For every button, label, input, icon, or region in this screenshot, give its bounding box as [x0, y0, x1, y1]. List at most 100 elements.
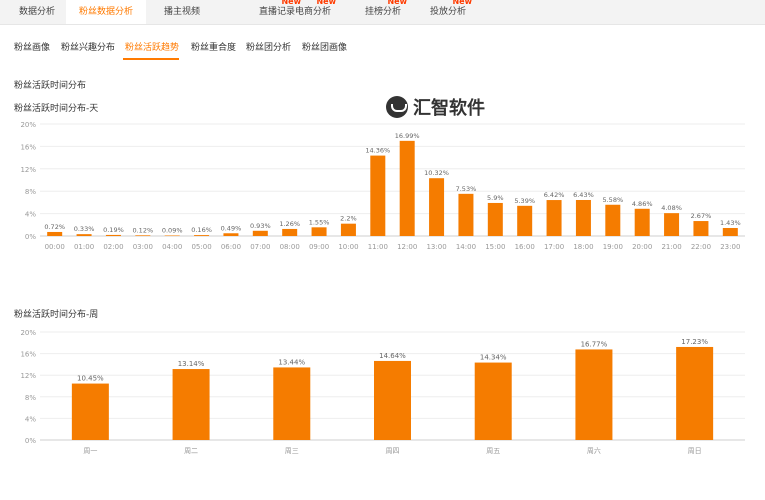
data-label: 5.9%	[487, 194, 504, 202]
bar	[135, 235, 151, 236]
watermark: 汇智软件	[386, 94, 485, 120]
x-tick-label: 17:00	[544, 243, 564, 251]
x-tick-label: 周四	[386, 447, 400, 455]
y-tick-label: 12%	[20, 166, 36, 174]
top-tab-label: 电商分析	[294, 7, 331, 17]
data-label: 16.77%	[581, 340, 608, 348]
x-tick-label: 10:00	[338, 243, 358, 251]
sub-tab-5[interactable]: 粉丝团画像	[302, 43, 348, 53]
data-label: 0.49%	[221, 224, 242, 232]
data-label: 5.39%	[514, 197, 535, 205]
chart-week: 0% 4% 8% 12% 16% 20% 10.45% 周一 13.14% 周二 13.44% 周三 1…	[20, 329, 745, 455]
data-label: 1.55%	[309, 218, 330, 226]
bar	[223, 233, 239, 236]
new-badge: New	[281, 0, 301, 6]
watermark-text: 汇智软件	[413, 98, 485, 119]
data-label: 0.19%	[103, 226, 124, 234]
active-tab-underline	[123, 58, 179, 60]
data-label: 5.58%	[602, 196, 623, 204]
data-label: 14.64%	[379, 352, 406, 360]
top-tab-label: 粉丝数据分析	[78, 7, 133, 17]
sub-tab-4[interactable]: 粉丝团分析	[246, 43, 292, 53]
bar	[76, 234, 92, 236]
bar	[399, 140, 415, 236]
data-label: 1.26%	[279, 220, 300, 228]
bar	[273, 367, 311, 440]
bar	[282, 228, 298, 236]
bar	[194, 235, 210, 236]
sub-tab-3[interactable]: 粉丝重合度	[191, 43, 237, 53]
top-tab-label: 直播记录	[258, 7, 295, 17]
y-tick-label: 4%	[25, 211, 36, 219]
x-tick-label: 03:00	[133, 243, 153, 251]
data-label: 1.43%	[720, 219, 741, 227]
bar	[517, 205, 533, 236]
data-label: 0.12%	[132, 226, 153, 234]
top-tab-2[interactable]: 播主视频	[160, 0, 204, 24]
x-tick-label: 13:00	[426, 243, 446, 251]
bar	[634, 208, 650, 236]
y-tick-label: 20%	[20, 329, 36, 337]
bar	[722, 227, 738, 236]
x-tick-label: 19:00	[603, 243, 623, 251]
x-tick-label: 09:00	[309, 243, 329, 251]
y-tick-label: 8%	[25, 394, 36, 402]
bar	[172, 369, 210, 440]
data-label: 0.93%	[250, 222, 271, 230]
bar	[340, 223, 356, 236]
top-tab-4[interactable]: 电商分析 New	[292, 0, 336, 24]
chart-day: 0% 4% 8% 12% 16% 20% 0.72% 00:00 0.33% 01:00 0.19%…	[20, 121, 745, 251]
bar	[71, 383, 109, 440]
bar	[311, 227, 327, 236]
bar	[374, 360, 411, 440]
bar	[575, 349, 613, 440]
data-label: 13.14%	[178, 360, 205, 368]
x-tick-label: 05:00	[191, 243, 211, 251]
x-tick-label: 周日	[688, 447, 702, 455]
y-tick-label: 20%	[20, 121, 36, 129]
sub-tab-1[interactable]: 粉丝兴趣分布	[61, 43, 116, 53]
x-tick-label: 11:00	[368, 243, 388, 251]
chart-week-title: 粉丝活跃时间分布-周	[14, 310, 99, 320]
bar	[458, 193, 474, 236]
bar	[487, 202, 503, 236]
top-tab-label: 播主视频	[163, 7, 200, 17]
top-tab-0[interactable]: 数据分析	[14, 0, 60, 24]
data-label: 6.43%	[573, 191, 594, 199]
x-tick-label: 16:00	[515, 243, 535, 251]
x-tick-label: 周五	[486, 447, 500, 455]
x-tick-label: 周一	[83, 447, 97, 455]
data-label: 4.86%	[632, 200, 653, 208]
x-tick-label: 14:00	[456, 243, 476, 251]
x-tick-label: 21:00	[661, 243, 681, 251]
bar	[47, 231, 63, 236]
data-label: 13.44%	[278, 358, 305, 366]
data-label: 0.16%	[191, 226, 212, 234]
data-label: 10.45%	[77, 375, 104, 383]
top-tab-3[interactable]: 直播记录 New	[255, 0, 301, 24]
top-tab-label: 数据分析	[18, 7, 55, 17]
x-tick-label: 周六	[587, 446, 601, 455]
top-tab-label: 投放分析	[429, 7, 466, 17]
data-label: 0.72%	[44, 223, 65, 231]
bar	[105, 234, 121, 236]
new-badge: New	[316, 0, 336, 6]
x-tick-label: 00:00	[45, 243, 65, 251]
sub-tab-0[interactable]: 粉丝画像	[14, 43, 51, 53]
bar	[370, 155, 386, 236]
data-label: 0.33%	[74, 225, 95, 233]
top-tab-1[interactable]: 粉丝数据分析	[66, 0, 146, 24]
top-tab-6[interactable]: 投放分析 New	[426, 0, 472, 24]
top-tab-5[interactable]: 挂榜分析 New	[361, 0, 407, 24]
data-label: 4.08%	[661, 204, 682, 212]
bar	[429, 178, 445, 236]
top-tab-label: 挂榜分析	[364, 7, 401, 17]
x-tick-label: 22:00	[691, 243, 711, 251]
new-badge: New	[452, 0, 472, 6]
data-label: 2.67%	[691, 212, 712, 220]
bar	[693, 221, 709, 236]
sub-tab-2[interactable]: 粉丝活跃趋势	[125, 43, 180, 53]
y-tick-label: 16%	[20, 351, 36, 359]
y-tick-label: 16%	[20, 143, 36, 151]
bar	[474, 362, 512, 440]
